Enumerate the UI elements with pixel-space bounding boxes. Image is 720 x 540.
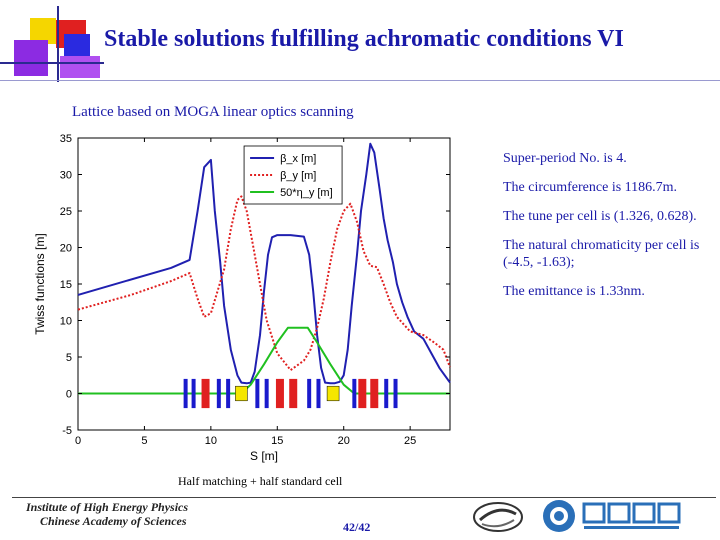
- cas-emblem-icon: [543, 500, 575, 532]
- quadrupole-magnet: [264, 378, 269, 409]
- legend-label: β_y [m]: [280, 170, 316, 182]
- sextupole-magnet: [201, 378, 210, 409]
- institute-name: Institute of High Energy Physics Chinese…: [26, 500, 188, 528]
- corner-vertical-line: [57, 6, 59, 82]
- y-tick-label: -5: [62, 425, 72, 437]
- quadrupole-magnet: [352, 378, 357, 409]
- slide-subtitle: Lattice based on MOGA linear optics scan…: [72, 104, 354, 120]
- x-tick-label: 25: [404, 435, 416, 447]
- figure-caption: Half matching + half standard cell: [178, 474, 343, 488]
- series-line-0: [77, 142, 451, 385]
- title-divider: [0, 80, 720, 81]
- sextupole-magnet: [289, 378, 298, 409]
- quadrupole-magnet: [316, 378, 321, 409]
- lattice-elements: [183, 378, 398, 409]
- quadrupole-magnet: [255, 378, 260, 409]
- x-tick-label: 15: [271, 435, 283, 447]
- quadrupole-magnet: [307, 378, 312, 409]
- y-tick-label: 35: [60, 133, 72, 145]
- quadrupole-magnet: [393, 378, 398, 409]
- note-circumference: The circumference is 1186.7m.: [503, 180, 678, 195]
- note-chromaticity: The natural chromaticity per cell is (-4…: [503, 238, 700, 270]
- quadrupole-magnet: [191, 378, 196, 409]
- quadrupole-magnet: [216, 378, 221, 409]
- institute-line-1: Institute of High Energy Physics: [26, 500, 189, 514]
- dipole-magnet: [235, 385, 248, 402]
- cas-wordmark-logo: [582, 502, 681, 529]
- corner-yellow-square: [30, 18, 56, 44]
- legend-label: β_x [m]: [280, 153, 316, 165]
- quadrupole-magnet: [226, 378, 231, 409]
- x-tick-label: 0: [75, 435, 81, 447]
- series-line-1: [77, 195, 451, 372]
- quadrupole-magnet: [384, 378, 389, 409]
- x-tick-label: 20: [338, 435, 350, 447]
- x-tick-label: 5: [141, 435, 147, 447]
- corner-horizontal-line: [0, 62, 104, 64]
- footer-divider: [12, 497, 716, 498]
- page-number: 42/42: [343, 520, 371, 534]
- x-tick-label: 10: [205, 435, 217, 447]
- legend-label: 50*η_y [m]: [280, 187, 333, 199]
- note-superperiod: Super-period No. is 4.: [503, 151, 627, 166]
- legend-box: [243, 145, 343, 205]
- ihep-logo: [473, 502, 523, 532]
- slide-title: Stable solutions fulfilling achromatic c…: [104, 26, 624, 52]
- note-emittance: The emittance is 1.33nm.: [503, 284, 645, 299]
- y-axis-label: Twiss functions [m]: [33, 233, 47, 334]
- quadrupole-magnet: [183, 378, 188, 409]
- y-tick-label: 0: [66, 389, 72, 401]
- note-tune: The tune per cell is (1.326, 0.628).: [503, 209, 697, 224]
- y-tick-label: 30: [60, 170, 72, 182]
- y-tick-label: 15: [60, 279, 72, 291]
- y-tick-label: 20: [60, 243, 72, 255]
- institute-line-2: Chinese Academy of Sciences: [40, 514, 187, 528]
- y-tick-label: 5: [66, 352, 72, 364]
- y-tick-label: 25: [60, 206, 72, 218]
- dipole-magnet: [326, 385, 340, 402]
- corner-violet-square-2: [60, 56, 100, 78]
- corner-violet-square: [14, 40, 48, 76]
- x-axis-label: S [m]: [250, 449, 278, 463]
- sextupole-magnet: [370, 378, 379, 409]
- sextupole-magnet: [275, 378, 284, 409]
- notes-list: Super-period No. is 4. The circumference…: [503, 150, 713, 312]
- sextupole-magnet: [358, 378, 367, 409]
- y-tick-label: 10: [60, 316, 72, 328]
